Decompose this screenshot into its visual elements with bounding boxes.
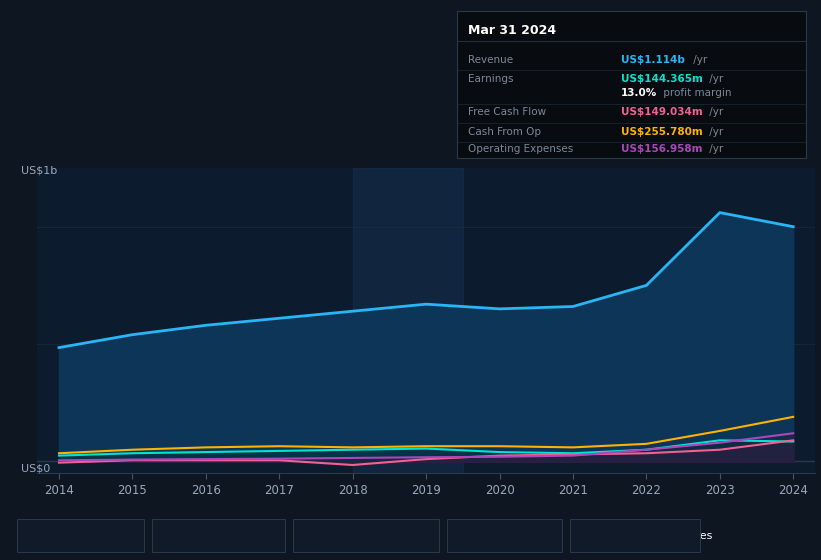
Text: US$0: US$0 xyxy=(21,464,50,474)
Text: Revenue: Revenue xyxy=(47,531,96,541)
Text: Cash From Op: Cash From Op xyxy=(468,127,541,137)
Text: ●: ● xyxy=(456,531,466,541)
Text: Earnings: Earnings xyxy=(468,74,513,83)
Text: Revenue: Revenue xyxy=(468,55,513,64)
Text: ●: ● xyxy=(27,531,35,541)
Text: US$149.034m: US$149.034m xyxy=(621,108,703,118)
Text: US$144.365m: US$144.365m xyxy=(621,74,703,83)
Text: ●: ● xyxy=(580,531,589,541)
Text: Operating Expenses: Operating Expenses xyxy=(468,144,573,154)
Bar xyxy=(353,168,463,473)
Text: ●: ● xyxy=(303,531,311,541)
Text: Operating Expenses: Operating Expenses xyxy=(600,531,713,541)
Text: US$255.780m: US$255.780m xyxy=(621,127,703,137)
Text: US$156.958m: US$156.958m xyxy=(621,144,703,154)
Text: /yr: /yr xyxy=(706,144,723,154)
Text: US$1.114b: US$1.114b xyxy=(621,55,686,64)
Text: /yr: /yr xyxy=(690,55,708,64)
Text: Free Cash Flow: Free Cash Flow xyxy=(468,108,546,118)
Text: /yr: /yr xyxy=(706,127,723,137)
Text: profit margin: profit margin xyxy=(660,88,732,99)
Text: ●: ● xyxy=(162,531,170,541)
Text: Cash From Op: Cash From Op xyxy=(477,531,555,541)
Text: Mar 31 2024: Mar 31 2024 xyxy=(468,25,556,38)
Text: 13.0%: 13.0% xyxy=(621,88,658,99)
Text: Free Cash Flow: Free Cash Flow xyxy=(323,531,406,541)
Text: /yr: /yr xyxy=(706,74,723,83)
Text: US$1b: US$1b xyxy=(21,166,57,176)
Text: Earnings: Earnings xyxy=(182,531,231,541)
Text: /yr: /yr xyxy=(706,108,723,118)
